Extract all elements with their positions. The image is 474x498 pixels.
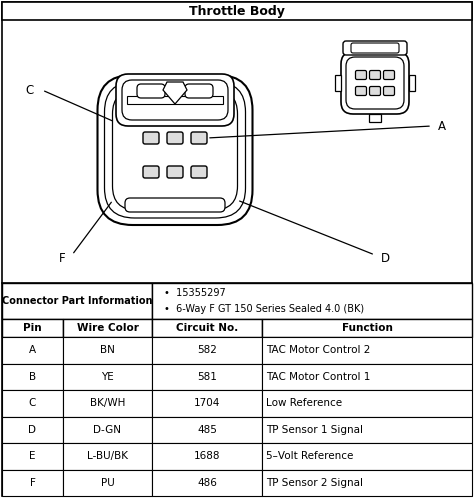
Bar [152, 337, 262, 364]
FancyBboxPatch shape [167, 132, 183, 144]
Bar [63, 364, 152, 390]
FancyBboxPatch shape [143, 132, 159, 144]
Text: YE: YE [101, 372, 114, 382]
Text: B: B [29, 372, 36, 382]
FancyBboxPatch shape [356, 87, 366, 96]
FancyBboxPatch shape [383, 71, 394, 80]
Text: D: D [381, 251, 390, 264]
Bar [262, 443, 472, 470]
Text: F: F [29, 478, 36, 488]
Text: 1688: 1688 [194, 451, 220, 461]
FancyBboxPatch shape [191, 166, 207, 178]
Text: 486: 486 [197, 478, 217, 488]
Bar [409, 75, 415, 91]
FancyBboxPatch shape [116, 74, 234, 126]
Text: 1704: 1704 [194, 398, 220, 408]
Text: Connector Part Information: Connector Part Information [2, 296, 152, 306]
Text: F: F [59, 251, 65, 264]
Bar [152, 390, 262, 416]
Bar [369, 114, 381, 122]
Bar [63, 470, 152, 496]
Bar [2, 337, 63, 364]
FancyBboxPatch shape [125, 198, 225, 212]
Bar [335, 75, 341, 91]
Text: •  15355297: • 15355297 [164, 288, 226, 298]
Text: C: C [26, 84, 34, 97]
Bar [63, 337, 152, 364]
Bar [152, 364, 262, 390]
Bar [2, 443, 63, 470]
Text: E: E [29, 451, 36, 461]
FancyBboxPatch shape [351, 43, 399, 53]
Text: BK/WH: BK/WH [90, 398, 125, 408]
Text: 581: 581 [197, 372, 217, 382]
Text: D: D [28, 425, 36, 435]
Bar [152, 443, 262, 470]
FancyBboxPatch shape [137, 84, 165, 98]
FancyBboxPatch shape [98, 75, 253, 225]
Text: TP Sensor 2 Signal: TP Sensor 2 Signal [266, 478, 363, 488]
Text: A: A [438, 120, 446, 132]
Text: TAC Motor Control 1: TAC Motor Control 1 [266, 372, 370, 382]
Text: Throttle Body: Throttle Body [189, 4, 285, 17]
Text: A: A [29, 345, 36, 355]
FancyBboxPatch shape [143, 166, 159, 178]
Text: •  6-Way F GT 150 Series Sealed 4.0 (BK): • 6-Way F GT 150 Series Sealed 4.0 (BK) [164, 304, 364, 314]
Bar [63, 443, 152, 470]
Polygon shape [163, 82, 187, 104]
Bar [2, 319, 63, 337]
Bar [2, 364, 63, 390]
FancyBboxPatch shape [370, 71, 381, 80]
Text: D-GN: D-GN [93, 425, 121, 435]
Bar [152, 283, 472, 319]
Bar [262, 470, 472, 496]
Text: L-BU/BK: L-BU/BK [87, 451, 128, 461]
FancyBboxPatch shape [185, 84, 213, 98]
Bar [2, 390, 63, 416]
Bar [127, 96, 223, 104]
Bar [2, 416, 63, 443]
Text: Circuit No.: Circuit No. [176, 323, 238, 333]
FancyBboxPatch shape [370, 87, 381, 96]
Bar [2, 470, 63, 496]
FancyBboxPatch shape [341, 52, 409, 114]
Text: BN: BN [100, 345, 115, 355]
Text: 582: 582 [197, 345, 217, 355]
Text: 5–Volt Reference: 5–Volt Reference [266, 451, 354, 461]
Text: C: C [29, 398, 36, 408]
Bar [63, 390, 152, 416]
FancyBboxPatch shape [343, 41, 407, 55]
Text: 485: 485 [197, 425, 217, 435]
FancyBboxPatch shape [191, 132, 207, 144]
Bar [262, 390, 472, 416]
Text: Function: Function [342, 323, 392, 333]
Bar [152, 319, 262, 337]
Bar [262, 319, 472, 337]
Text: TAC Motor Control 2: TAC Motor Control 2 [266, 345, 370, 355]
FancyBboxPatch shape [356, 71, 366, 80]
FancyBboxPatch shape [167, 166, 183, 178]
Bar [2, 283, 152, 319]
Bar [262, 416, 472, 443]
Text: PU: PU [100, 478, 114, 488]
Bar [2, 2, 472, 20]
FancyBboxPatch shape [383, 87, 394, 96]
Bar [63, 319, 152, 337]
Bar [262, 364, 472, 390]
Bar [152, 470, 262, 496]
Bar [63, 416, 152, 443]
Text: Low Reference: Low Reference [266, 398, 342, 408]
Text: Pin: Pin [23, 323, 42, 333]
Bar [262, 337, 472, 364]
Text: TP Sensor 1 Signal: TP Sensor 1 Signal [266, 425, 363, 435]
Bar [152, 416, 262, 443]
Text: Wire Color: Wire Color [77, 323, 138, 333]
